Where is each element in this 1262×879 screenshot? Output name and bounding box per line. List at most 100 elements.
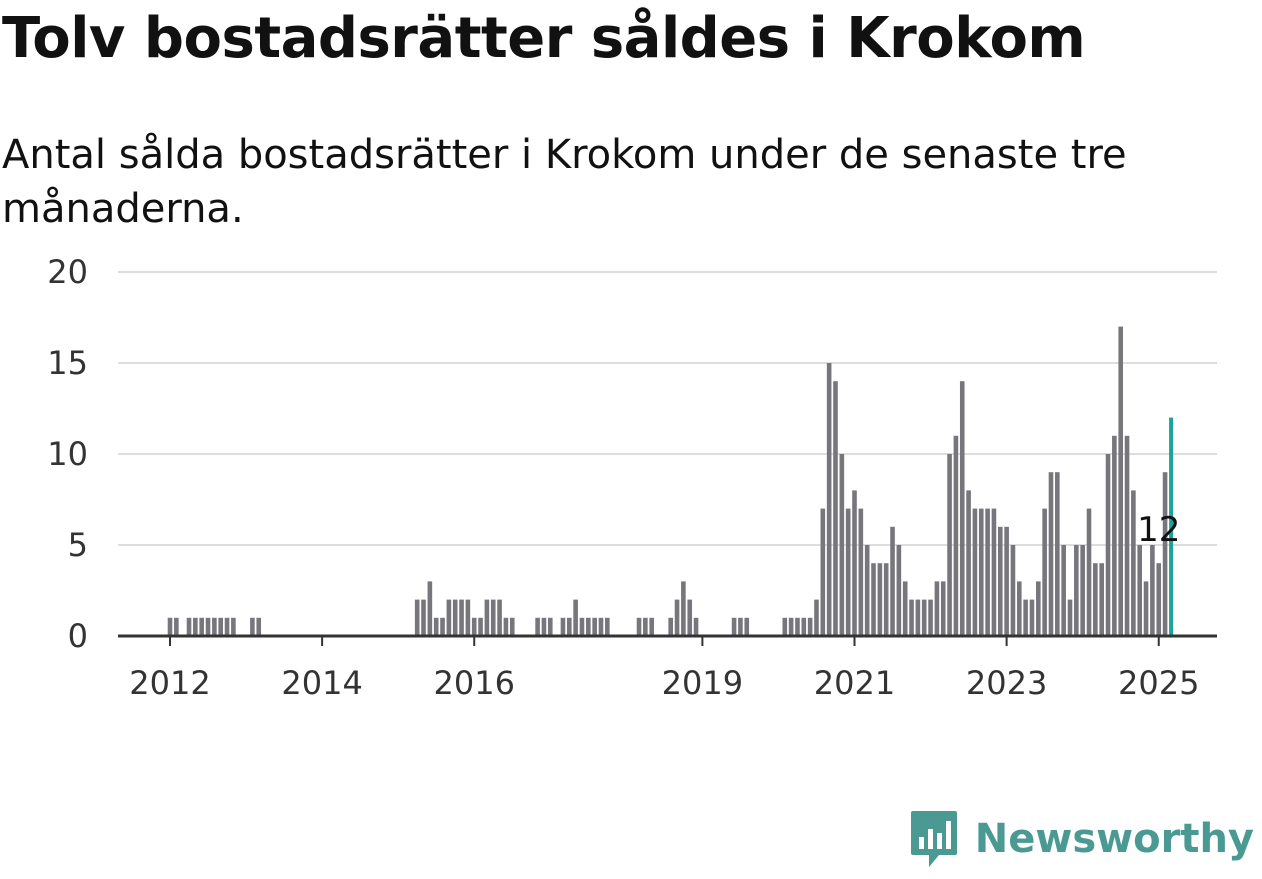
bar bbox=[991, 508, 997, 636]
bar bbox=[940, 581, 946, 636]
bar bbox=[421, 599, 426, 636]
bar bbox=[636, 617, 642, 636]
bar bbox=[896, 545, 902, 636]
bar bbox=[414, 599, 420, 636]
bar bbox=[541, 617, 547, 636]
bar bbox=[668, 617, 673, 636]
bar bbox=[902, 581, 908, 636]
bar bbox=[947, 454, 952, 636]
bar bbox=[959, 381, 965, 636]
bar bbox=[738, 617, 743, 636]
bar bbox=[921, 599, 927, 636]
bar bbox=[478, 617, 483, 636]
bar bbox=[205, 617, 211, 636]
bar bbox=[1150, 545, 1155, 636]
y-tick-label: 10 bbox=[47, 435, 88, 473]
bar bbox=[1042, 508, 1047, 636]
bar bbox=[452, 599, 458, 636]
bar bbox=[839, 454, 845, 636]
bar bbox=[928, 599, 933, 636]
bar bbox=[1086, 508, 1092, 636]
bar bbox=[890, 526, 895, 636]
bar bbox=[953, 435, 959, 636]
x-tick-label: 2019 bbox=[662, 664, 743, 702]
y-axis-labels: 0 5 10 15 20 bbox=[47, 253, 88, 655]
bar bbox=[788, 617, 794, 636]
bar bbox=[218, 617, 223, 636]
bar bbox=[256, 617, 262, 636]
bar bbox=[193, 617, 198, 636]
bar bbox=[877, 563, 883, 636]
page-subtitle: Antal sålda bostadsrätter i Krokom under… bbox=[2, 132, 1127, 232]
bar bbox=[547, 617, 553, 636]
bar bbox=[1004, 526, 1009, 636]
bar bbox=[681, 581, 686, 636]
bar bbox=[972, 508, 978, 636]
bar bbox=[807, 617, 813, 636]
bar bbox=[978, 508, 984, 636]
bar bbox=[1023, 599, 1028, 636]
bar bbox=[497, 599, 502, 636]
bar bbox=[186, 617, 192, 636]
page-title: Tolv bostadsrätter såldes i Krokom bbox=[2, 6, 1086, 71]
brand-logo: Newsworthy bbox=[909, 809, 1254, 869]
bar bbox=[1124, 435, 1130, 636]
bar bbox=[744, 617, 750, 636]
bar bbox=[1074, 545, 1079, 636]
bar bbox=[1162, 472, 1168, 636]
bar bbox=[1131, 490, 1136, 636]
bar bbox=[795, 617, 800, 636]
x-axis-labels: 2012 2014 2016 2019 2021 2023 2025 bbox=[129, 664, 1199, 702]
bar bbox=[503, 617, 509, 636]
bar bbox=[471, 617, 477, 636]
bar bbox=[1118, 326, 1123, 636]
bar bbox=[782, 617, 788, 636]
bar bbox=[1067, 599, 1073, 636]
bar bbox=[566, 617, 572, 636]
bar bbox=[167, 617, 173, 636]
bar bbox=[490, 599, 496, 636]
bar bbox=[250, 617, 255, 636]
y-tick-label: 0 bbox=[68, 617, 88, 655]
bar-chart: 0 5 10 15 20 2012 2014 2016 2019 2021 2023 2025 12 bbox=[47, 253, 1217, 702]
bar bbox=[1010, 545, 1016, 636]
x-tick-label: 2021 bbox=[814, 664, 895, 702]
bar bbox=[997, 526, 1003, 636]
bar bbox=[440, 617, 445, 636]
bar bbox=[174, 617, 179, 636]
bar bbox=[224, 617, 230, 636]
bar bbox=[820, 508, 826, 636]
bar bbox=[1105, 454, 1111, 636]
grid-lines bbox=[118, 271, 1217, 546]
bar bbox=[1036, 581, 1041, 636]
bar bbox=[509, 617, 515, 636]
bar bbox=[1156, 563, 1162, 636]
bar bbox=[858, 508, 864, 636]
bar bbox=[465, 599, 471, 636]
bar bbox=[801, 617, 807, 636]
bar bbox=[909, 599, 914, 636]
bar bbox=[1112, 435, 1117, 636]
bar bbox=[579, 617, 585, 636]
bar bbox=[852, 490, 857, 636]
newsworthy-logo-icon bbox=[910, 811, 957, 867]
x-tick-label: 2012 bbox=[129, 664, 210, 702]
bar bbox=[1061, 545, 1066, 636]
bars bbox=[167, 326, 1174, 636]
brand-name: Newsworthy bbox=[974, 816, 1254, 862]
y-tick-label: 15 bbox=[47, 344, 88, 382]
bar bbox=[674, 599, 680, 636]
bar bbox=[1093, 563, 1098, 636]
bar bbox=[433, 617, 439, 636]
bar bbox=[231, 617, 236, 636]
bar bbox=[934, 581, 940, 636]
y-tick-label: 20 bbox=[47, 253, 88, 291]
bar bbox=[598, 617, 604, 636]
bar bbox=[1016, 581, 1022, 636]
bar bbox=[586, 617, 591, 636]
bar bbox=[845, 508, 851, 636]
bar bbox=[985, 508, 990, 636]
bar bbox=[1099, 563, 1104, 636]
bar bbox=[643, 617, 648, 636]
bar bbox=[1029, 599, 1035, 636]
